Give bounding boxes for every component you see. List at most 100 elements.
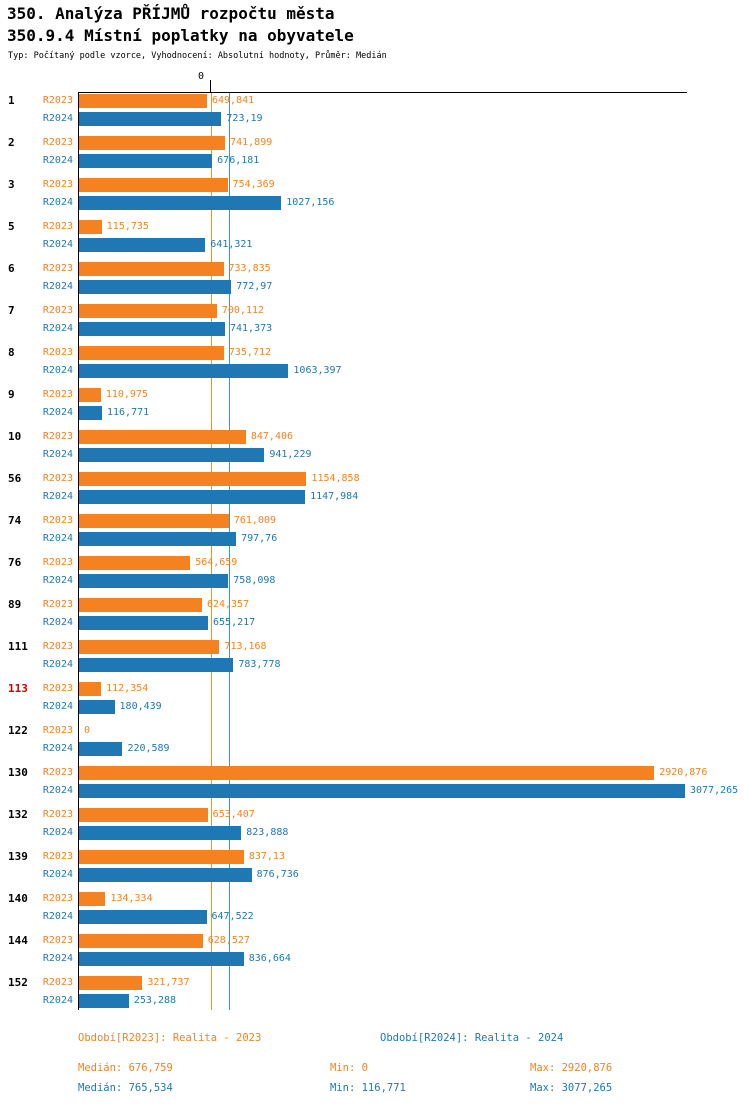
bar-value-label: 115,735 [106, 221, 149, 232]
series-label: R2024 [42, 953, 73, 964]
bar-value-label: 220,589 [127, 743, 170, 754]
bar-r2023 [79, 808, 208, 822]
bar-value-label: 823,888 [246, 827, 289, 838]
bar-row-r2023: R2023 735,712 [0, 346, 750, 360]
bar-value-label: 783,778 [238, 659, 281, 670]
series-label: R2023 [42, 347, 73, 358]
bar-value-label: 628,527 [207, 935, 250, 946]
bar-r2024 [79, 406, 102, 420]
series-label: R2023 [42, 893, 73, 904]
bar-row-r2024: R2024 783,778 [0, 658, 750, 672]
category-label: 3 [8, 178, 15, 191]
bar-r2024 [79, 784, 685, 798]
median-line-r2023 [211, 93, 213, 1010]
bar-row-r2024: R2024 836,664 [0, 952, 750, 966]
bar-row-r2024: R2024 1027,156 [0, 196, 750, 210]
series-label: R2024 [42, 407, 73, 418]
category-label: 130 [8, 766, 28, 779]
bar-r2023 [79, 766, 655, 780]
bar-r2023 [79, 304, 217, 318]
series-label: R2023 [42, 137, 73, 148]
bar-group-3: 3 R2023 754,369 R2024 1027,156 [0, 176, 750, 218]
bar-value-label: 741,899 [230, 137, 273, 148]
axis-zero-label: 0 [198, 71, 205, 82]
bar-r2024 [79, 574, 229, 588]
bar-r2024 [79, 196, 282, 210]
category-label: 2 [8, 136, 15, 149]
bar-row-r2023: R2023 761,009 [0, 514, 750, 528]
bar-group-10: 10 R2023 847,406 R2024 941,229 [0, 428, 750, 470]
bar-r2024 [79, 742, 123, 756]
category-label: 152 [8, 976, 28, 989]
bar-row-r2023: R2023 2920,876 [0, 766, 750, 780]
stat-max-r2023: Max: 2920,876 [530, 1062, 613, 1074]
bar-r2023 [79, 850, 244, 864]
series-label: R2024 [42, 155, 73, 166]
bar-row-r2023: R2023 134,334 [0, 892, 750, 906]
category-label: 76 [8, 556, 22, 569]
bar-row-r2024: R2024 1063,397 [0, 364, 750, 378]
category-label: 89 [8, 598, 22, 611]
bar-row-r2023: R2023 837,13 [0, 850, 750, 864]
bar-r2024 [79, 700, 115, 714]
bar-group-122: 122 R2023 0 R2024 220,589 [0, 722, 750, 764]
bar-value-label: 116,771 [106, 407, 150, 418]
category-label: 111 [8, 640, 28, 653]
series-label: R2023 [42, 305, 73, 316]
bar-row-r2023: R2023 713,168 [0, 640, 750, 654]
bar-row-r2024: R2024 116,771 [0, 406, 750, 420]
series-label: R2024 [42, 617, 73, 628]
report-meta: Typ: Počítaný podle vzorce, Vyhodnocení:… [8, 51, 387, 61]
category-label: 140 [8, 892, 28, 905]
bar-r2023 [79, 136, 226, 150]
axis-left-line [78, 92, 79, 1010]
series-label: R2023 [42, 599, 73, 610]
bar-value-label: 3077,265 [690, 785, 739, 796]
bar-row-r2023: R2023 1154,858 [0, 472, 750, 486]
category-label: 6 [8, 262, 15, 275]
bar-group-8: 8 R2023 735,712 R2024 1063,397 [0, 344, 750, 386]
bar-r2024 [79, 952, 244, 966]
bar-group-2: 2 R2023 741,899 R2024 676,181 [0, 134, 750, 176]
category-label: 5 [8, 220, 15, 233]
category-label: 122 [8, 724, 28, 737]
bar-row-r2024: R2024 797,76 [0, 532, 750, 546]
bar-group-132: 132 R2023 653,407 R2024 823,888 [0, 806, 750, 848]
bar-value-label: 700,112 [221, 305, 265, 316]
bar-row-r2023: R2023 564,659 [0, 556, 750, 570]
bar-row-r2023: R2023 700,112 [0, 304, 750, 318]
bar-value-label: 754,369 [232, 179, 275, 190]
bar-row-r2024: R2024 823,888 [0, 826, 750, 840]
bar-r2023 [79, 388, 101, 402]
bar-r2024 [79, 532, 237, 546]
bar-group-1: 1 R2023 649,841 R2024 723,19 [0, 92, 750, 134]
series-label: R2024 [42, 827, 73, 838]
series-label: R2023 [42, 221, 73, 232]
series-label: R2024 [42, 743, 73, 754]
series-label: R2023 [42, 977, 73, 988]
bar-group-139: 139 R2023 837,13 R2024 876,736 [0, 848, 750, 890]
bar-r2023 [79, 220, 102, 234]
series-label: R2023 [42, 263, 73, 274]
category-label: 132 [8, 808, 28, 821]
series-label: R2024 [42, 197, 73, 208]
bar-row-r2024: R2024 941,229 [0, 448, 750, 462]
bar-row-r2023: R2023 321,737 [0, 976, 750, 990]
bar-value-label: 733,835 [228, 263, 271, 274]
category-label: 56 [8, 472, 22, 485]
series-label: R2024 [42, 575, 73, 586]
series-label: R2023 [42, 935, 73, 946]
bar-row-r2024: R2024 647,522 [0, 910, 750, 924]
series-label: R2024 [42, 659, 73, 670]
bar-row-r2024: R2024 3077,265 [0, 784, 750, 798]
bar-value-label: 649,841 [211, 95, 255, 106]
bar-value-label: 741,373 [229, 323, 273, 334]
bar-row-r2024: R2024 876,736 [0, 868, 750, 882]
stat-min-r2023: Min: 0 [330, 1062, 368, 1074]
series-label: R2024 [42, 365, 73, 376]
bar-row-r2024: R2024 220,589 [0, 742, 750, 756]
bar-group-152: 152 R2023 321,737 R2024 253,288 [0, 974, 750, 1016]
bar-value-label: 321,737 [147, 977, 190, 988]
bar-value-label: 564,659 [195, 557, 238, 568]
